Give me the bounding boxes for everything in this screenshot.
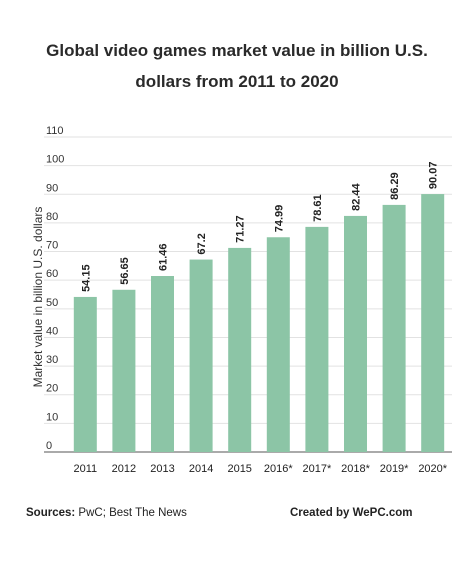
chart-title-line-1: Global video games market value in billi… [46, 41, 428, 60]
bar-2017 [305, 226, 329, 452]
x-tick-label: 2011 [73, 463, 97, 475]
y-tick-label: 70 [46, 240, 58, 252]
y-axis-ticks: 0 10 20 30 40 50 60 70 80 90 100 110 [46, 125, 64, 452]
x-tick-label: 2013 [150, 463, 174, 475]
y-tick-label: 80 [46, 211, 58, 223]
sources-label: Sources: [26, 507, 75, 519]
bars [73, 194, 445, 452]
y-tick-label: 10 [46, 411, 58, 423]
bar-2011 [73, 296, 97, 452]
x-tick-label: 2020* [418, 463, 447, 475]
x-tick-label: 2019* [380, 463, 409, 475]
x-tick-label: 2012 [112, 463, 136, 475]
value-label: 74.99 [273, 205, 285, 233]
y-tick-label: 50 [46, 297, 58, 309]
y-tick-label: 0 [46, 440, 52, 452]
x-tick-label: 2016* [264, 463, 293, 475]
y-tick-label: 40 [46, 325, 58, 337]
value-label: 78.61 [312, 194, 324, 222]
y-tick-label: 100 [46, 154, 64, 166]
bar-2013 [151, 276, 174, 452]
y-axis-label: Market value in billion U.S. dollars [31, 207, 45, 388]
y-tick-label: 30 [46, 354, 58, 366]
value-label: 61.46 [158, 243, 170, 271]
value-label: 82.44 [351, 183, 363, 211]
value-label: 90.07 [428, 162, 440, 190]
bar-2014 [189, 259, 213, 452]
credit-text: Created by WePC.com [290, 507, 413, 519]
y-tick-label: 60 [46, 268, 58, 280]
x-tick-label: 2018* [341, 463, 370, 475]
y-tick-label: 20 [46, 383, 58, 395]
sources-text: Sources: PwC; Best The News [26, 507, 187, 519]
bar-2012 [112, 289, 136, 452]
value-label: 86.29 [389, 172, 401, 200]
value-labels: 54.15 56.65 61.46 67.2 71.27 74.99 78.61 82.44 8… [80, 162, 439, 292]
value-label: 54.15 [80, 264, 92, 292]
y-tick-label: 110 [46, 125, 64, 137]
x-tick-label: 2015 [227, 463, 251, 475]
bar-2018 [344, 215, 367, 452]
sources-value: PwC; Best The News [75, 507, 187, 519]
x-tick-label: 2017* [303, 463, 332, 475]
bar-2015 [228, 247, 252, 452]
bar-2019 [382, 204, 406, 452]
bar-2020 [421, 194, 445, 452]
chart-title-line-2: dollars from 2011 to 2020 [135, 72, 338, 91]
bar-2016 [266, 237, 290, 452]
y-tick-label: 90 [46, 182, 58, 194]
value-label: 67.2 [196, 233, 208, 254]
x-tick-label: 2014 [189, 463, 213, 475]
x-axis-ticks: 2011 2012 2013 2014 2015 2016* 2017* 2018* 2019*… [73, 463, 447, 475]
value-label: 56.65 [119, 257, 131, 285]
value-label: 71.27 [235, 215, 247, 243]
